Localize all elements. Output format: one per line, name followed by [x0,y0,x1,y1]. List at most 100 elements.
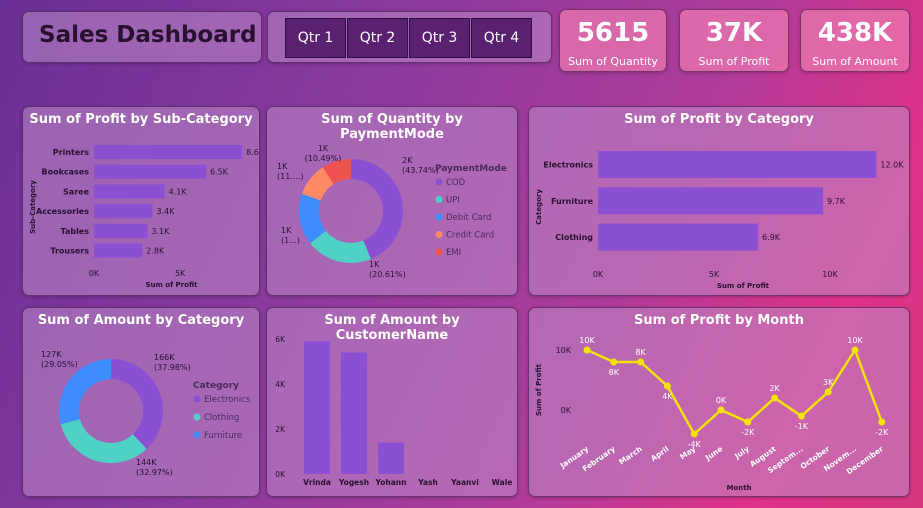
data-label-percent: (11....) [277,172,304,181]
chart-title: Sum of Quantity by PaymentMode [321,112,463,142]
data-label: 8K [635,348,646,357]
data-label: 12.0K [880,161,904,170]
bar [94,145,243,159]
bar [378,442,404,474]
slicer-qtr-3[interactable]: Qtr 3 [409,18,470,58]
slicer-qtr-2[interactable]: Qtr 2 [347,18,408,58]
y-tick-label: 4K [275,380,286,389]
title-card: Sales Dashboard [22,11,262,63]
legend-swatch [435,178,443,186]
category-label: Trousers [50,247,89,256]
data-label: 9.7K [827,197,846,206]
data-label: 6.9K [762,233,781,242]
y-axis-label: Sub-Category [29,180,37,234]
data-point [744,418,752,426]
data-label-percent: (20.61%) [369,270,406,279]
category-label: Printers [53,148,89,157]
data-point [690,430,698,438]
x-axis-label: Month [726,484,751,492]
chart-card-quantity-paymentmode[interactable]: Sum of Quantity by PaymentMode 2K (43.74%… [266,106,518,296]
legend-label: EMI [446,248,461,258]
bar [598,187,824,215]
data-label: 3.1K [151,227,170,236]
data-label-value: 1K [318,144,329,153]
donut-slice [60,419,147,463]
donut-slice [111,359,163,449]
data-label-value: 1K [369,260,380,269]
data-label: 3K [823,378,834,387]
category-label: June [703,444,724,463]
legend-swatch [435,196,443,203]
donut-slice [58,359,111,425]
category-label: Yash [417,478,438,487]
bar [94,223,148,238]
x-tick-label: 5K [175,269,186,278]
slicer-qtr-1[interactable]: Qtr 1 [285,18,346,58]
category-label: Bookcases [42,168,90,177]
data-label: -1K [795,422,809,431]
category-label: Yogesh [338,478,369,487]
page-title: Sales Dashboard [39,22,257,48]
chart-card-profit-month[interactable]: Sum of Profit by Month 0K 10K 10K January 8K… [528,307,910,497]
legend-swatch [193,395,201,403]
y-tick-label: 0K [275,470,286,479]
chart-amount-customer: 0K 2K 4K 6K Vrinda Yogesh Yohann Yash Yaanvi Wale [275,335,512,487]
data-label: 10K [579,336,595,345]
data-label: 10K [847,336,863,345]
category-label: July [732,444,751,461]
chart-title: Sum of Profit by Category [624,112,814,127]
chart-card-amount-category[interactable]: Sum of Amount by Category 166K (37.98%) 14… [22,307,260,497]
legend-swatch [193,413,201,421]
bar [341,352,367,474]
data-label: 3.4K [157,207,176,216]
legend-title: Category [193,381,239,391]
category-label: Furniture [551,197,594,206]
legend-swatch [193,431,201,439]
donut-slice [299,193,326,244]
kpi-amount-card: 438K Sum of Amount [800,9,910,72]
data-label-percent: (37.98%) [154,363,191,372]
x-tick-label: 0K [89,269,100,278]
category-label: Yaanvi [450,478,479,487]
data-label-percent: (43.74%) [402,166,439,175]
bar [94,204,153,219]
chart-profit-category: Electronics 12.0K Furniture 9.7K Clothing 6.9… [535,151,904,290]
chart-card-profit-category[interactable]: Sum of Profit by Category Electronics 12.… [528,106,910,296]
x-tick-label: 0K [593,270,604,279]
kpi-profit-label: Sum of Profit [698,55,770,68]
category-label: April [649,444,671,463]
data-point [797,412,805,420]
y-tick-label: 10K [556,346,572,355]
legend-label: UPI [446,196,460,206]
x-tick-label: 5K [709,270,720,279]
data-label-percent: (10.49%) [305,154,342,163]
legend-swatch [435,213,443,221]
data-label-percent: (29.05%) [41,360,78,369]
data-label-value: 1K [281,226,292,235]
quarter-slicer: Qtr 1 Qtr 2 Qtr 3 Qtr 4 [267,11,552,63]
data-label: 2.8K [146,247,165,256]
slicer-qtr-4[interactable]: Qtr 4 [471,18,532,58]
kpi-quantity-card: 5615 Sum of Quantity [559,9,667,72]
data-label: -2K [875,428,889,437]
data-label-percent: (32.97%) [136,468,173,477]
donut-slice [310,230,371,263]
donut-slice [322,159,351,185]
y-tick-label: 0K [561,406,572,415]
data-point [851,346,859,354]
y-tick-label: 6K [275,335,286,344]
data-point [824,388,832,396]
data-point [878,418,886,426]
category-label: Accessories [36,207,89,216]
category-label: Yohann [375,478,407,487]
data-label-value: 127K [41,350,62,359]
bar [94,184,165,199]
chart-card-profit-subcategory[interactable]: Sum of Profit by Sub-Category Printers 8.… [22,106,260,296]
chart-card-amount-customer[interactable]: Sum of Amount by CustomerName 0K 2K 4K 6K Vr… [266,307,518,497]
y-axis-label: Category [535,189,543,225]
category-label: Electronics [543,161,593,170]
data-label: 8.6K [246,148,259,157]
kpi-quantity-value: 5615 [576,18,650,48]
data-label: 4K [662,392,673,401]
chart-title: Sum of Profit by Sub-Category [29,112,253,127]
